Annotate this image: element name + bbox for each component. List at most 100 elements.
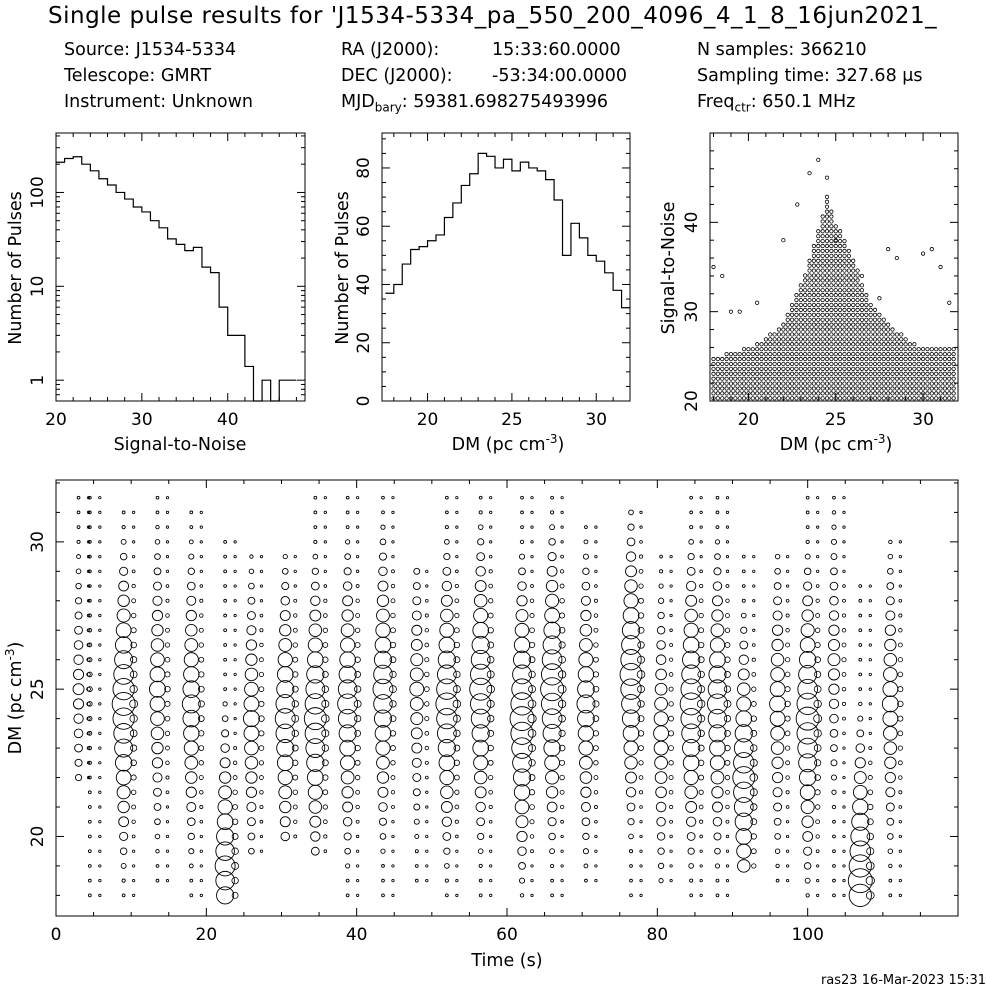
dm-vs-snr-point — [794, 347, 799, 352]
dm-vs-time-pulse — [445, 510, 449, 515]
dm-vs-time-pulse-minor — [698, 598, 704, 604]
dm-vs-snr-point — [872, 327, 878, 332]
dm-vs-snr-point — [846, 356, 851, 362]
dm-vs-time-pulse — [216, 827, 235, 846]
dm-vs-snr-point — [872, 351, 878, 357]
dm-vs-time-pulse-minor — [389, 685, 397, 694]
dm-vs-time-pulse-minor — [98, 805, 102, 809]
dm-vs-time-pulse — [629, 864, 633, 868]
dm-vs-snr-point — [886, 356, 891, 362]
dm-vs-time-pulse-minor — [131, 569, 136, 574]
dm-vs-time-pulse — [121, 525, 126, 530]
dm-vs-time-pulse-minor — [323, 540, 327, 544]
dm-vs-time-pulse — [520, 495, 524, 500]
dm-vs-time-pulse-minor — [391, 525, 395, 529]
dm-vs-time-pulse — [733, 752, 755, 774]
dm-vs-snr-point — [859, 312, 865, 317]
dm-vs-time-pulse — [155, 849, 160, 854]
dm-vs-time-pulse — [155, 878, 160, 883]
dm-vs-time-pulse-minor — [131, 804, 137, 810]
dm-vs-time-pulse — [414, 834, 420, 839]
dm-vs-time-pulse-minor — [165, 849, 170, 853]
dm-vs-snr-point — [737, 391, 742, 396]
dm-vs-time-pulse — [248, 568, 255, 575]
dm-vs-snr-point — [833, 278, 838, 283]
dm-vs-time-pulse-minor — [231, 876, 239, 885]
dm-vs-snr-point — [781, 381, 786, 386]
dm-vs-snr-outlier — [894, 255, 899, 261]
dm-vs-time-pulse — [680, 678, 702, 700]
dm-vs-time-pulse — [114, 636, 133, 654]
dm-vs-snr-point — [829, 381, 834, 386]
dm-vs-time-pulse — [470, 693, 492, 715]
dm-vs-snr-point — [886, 376, 891, 381]
dm-vs-time-pulse — [412, 788, 421, 797]
dm-vs-snr-point — [763, 391, 768, 396]
dm-vs-time-pulse — [579, 755, 593, 770]
dm-vs-snr-point — [785, 371, 790, 376]
snr-histogram-ytick-label: 10 — [28, 275, 48, 297]
dm-vs-time-pulse — [155, 510, 160, 515]
dm-vs-time-pulse — [215, 870, 235, 891]
dm-vs-snr-point — [842, 381, 847, 386]
dm-vs-snr-point — [859, 351, 865, 357]
dm-vs-time-pulse-minor — [198, 730, 205, 737]
dm-vs-snr-point — [728, 376, 734, 381]
dm-vs-time-pulse-minor — [292, 804, 298, 810]
dm-vs-time-pulse-minor — [453, 774, 460, 781]
dm-vs-time-pulse-minor — [231, 891, 239, 899]
dm-vs-snr-point — [824, 209, 830, 214]
dm-vs-snr-point — [807, 391, 812, 396]
dm-vs-snr-point — [811, 283, 817, 288]
dm-vs-time-pulse — [244, 740, 259, 756]
dm-vs-time-pulse-minor — [559, 583, 565, 589]
dm-vs-time-pulse — [709, 755, 726, 771]
dm-vs-time-pulse — [474, 786, 487, 799]
dm-vs-time-pulse — [513, 650, 532, 669]
dm-vs-snr-point — [789, 381, 795, 386]
dm-vs-time-pulse-minor — [425, 790, 429, 794]
dm-vs-snr-point — [894, 337, 899, 342]
dm-vs-time-pulse — [376, 755, 390, 770]
dm-vs-time-pulse — [832, 819, 836, 824]
dm-vs-snr-point — [768, 391, 773, 396]
dm-vs-time-pulse-minor — [815, 584, 820, 588]
dm-vs-time-pulse — [313, 525, 318, 529]
dm-vs-snr-point — [855, 293, 860, 298]
dm-vs-time-pulse — [682, 754, 700, 772]
dm-vs-snr-point — [890, 376, 895, 381]
dm-vs-time-pulse — [215, 841, 235, 861]
dm-vs-snr-point — [715, 391, 720, 396]
dm-vs-time-pulse — [832, 834, 836, 839]
dm-vs-snr-point — [833, 224, 838, 229]
dm-vs-snr-point — [934, 351, 939, 357]
dm-vs-snr-point — [794, 322, 799, 327]
dm-vs-snr-point — [855, 396, 860, 401]
dm-vs-snr-point — [934, 381, 939, 386]
dm-vs-snr-point — [772, 347, 777, 352]
dm-vs-time-pulse — [378, 817, 387, 826]
dm-vs-snr-point — [794, 337, 799, 342]
dm-vs-snr-point — [855, 332, 860, 337]
dm-histogram-xlabel-sup: -3 — [546, 432, 558, 446]
dm-vs-snr-point — [803, 391, 808, 396]
dm-vs-time-pulse — [577, 680, 595, 698]
dm-vs-time-pulse — [87, 790, 92, 795]
dm-vs-time-pulse — [734, 724, 753, 743]
dm-vs-time-pulse-minor — [530, 893, 534, 897]
dm-vs-time-pulse-minor — [898, 584, 902, 588]
dm-vs-time-pulse-minor — [390, 598, 396, 604]
dm-vs-snr-point — [824, 268, 830, 273]
dm-vs-snr-point — [798, 366, 803, 371]
dm-vs-snr-point — [877, 332, 882, 337]
dm-vs-snr-point — [715, 371, 720, 376]
dm-vs-snr-point — [890, 347, 895, 352]
dm-vs-snr-point — [711, 376, 716, 381]
dm-vs-snr-point — [920, 366, 926, 371]
dm-vs-snr-point — [803, 376, 808, 381]
dm-vs-snr-point — [789, 351, 795, 357]
dm-vs-snr-point — [776, 381, 782, 386]
dm-vs-time-pulse-minor — [592, 671, 600, 678]
dm-vs-time-pulse — [187, 832, 195, 841]
